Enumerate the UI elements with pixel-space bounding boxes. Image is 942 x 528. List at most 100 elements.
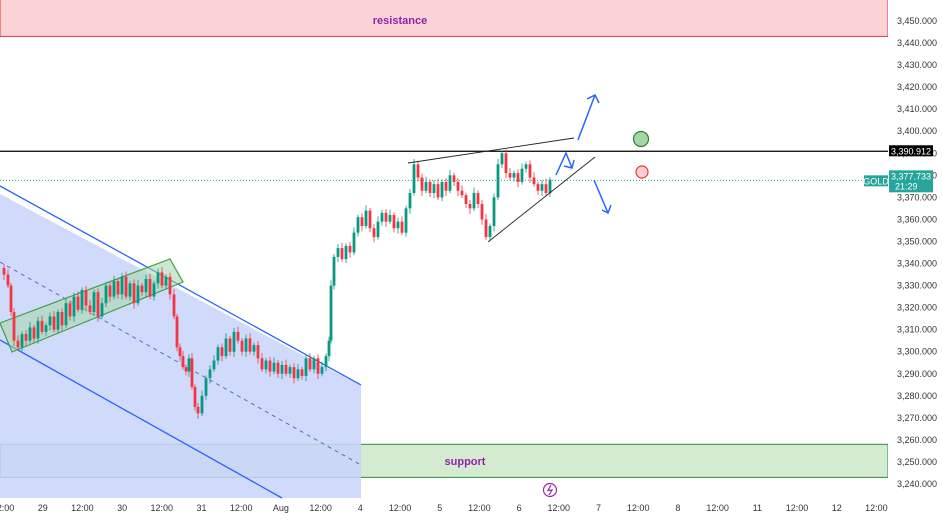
time-tick-label: 12:00	[0, 503, 14, 513]
candle-body	[344, 245, 348, 260]
wedge-lower-line[interactable]	[487, 156, 596, 243]
candle-body	[352, 232, 356, 253]
countdown-text: 21:29	[895, 181, 918, 191]
candle-body	[536, 184, 540, 191]
price-axis[interactable]	[888, 0, 942, 500]
candle-body	[112, 281, 116, 297]
candle-body	[496, 164, 500, 198]
candle-body	[178, 347, 182, 357]
candle-body	[240, 340, 244, 352]
candle-body	[248, 338, 252, 352]
candle-body	[44, 325, 48, 332]
candle-body	[548, 179, 552, 193]
candle-body	[448, 175, 452, 191]
time-axis[interactable]	[0, 500, 942, 523]
candle-body	[172, 294, 176, 317]
candle-body	[512, 173, 516, 178]
channel-upper-line[interactable]	[0, 185, 362, 386]
candle-body	[212, 360, 216, 370]
time-tick-label: 12:00	[230, 503, 253, 513]
candle-body	[272, 362, 276, 372]
time-tick-label: 5	[437, 503, 442, 513]
candle-body	[6, 274, 10, 286]
time-tick-label: 12:00	[309, 503, 332, 513]
resistance-zone[interactable]	[0, 0, 889, 37]
time-tick-label: 7	[596, 503, 601, 513]
candle-body	[136, 285, 140, 304]
candle-body	[92, 292, 96, 313]
candle-body	[120, 276, 124, 295]
candle-body	[276, 362, 280, 374]
candle-body	[132, 283, 136, 304]
candle-body	[324, 356, 328, 368]
scenario-path-down-small	[555, 151, 573, 176]
time-tick-label: 12:00	[548, 503, 571, 513]
lightning-icon[interactable]	[542, 482, 558, 498]
price-tick-label: 3,280.000	[897, 391, 937, 401]
candle-body	[56, 312, 60, 330]
price-tick-label: 3,350.000	[897, 236, 937, 246]
price-tick-label: 3,310.000	[897, 325, 937, 335]
candle-body	[492, 197, 496, 227]
candle-body	[412, 164, 416, 193]
candle-body	[396, 221, 400, 229]
candle-body	[520, 168, 524, 182]
support-label: support	[445, 456, 486, 468]
candle-body	[124, 276, 128, 297]
candle-body	[308, 358, 312, 370]
price-tick-label: 3,420.000	[897, 82, 937, 92]
time-tick-label: 12:00	[151, 503, 174, 513]
candle-body	[332, 256, 336, 286]
candle-body	[540, 184, 544, 191]
candle-body	[181, 356, 185, 368]
candle-body	[228, 338, 232, 352]
candle-body	[175, 316, 179, 348]
price-tick-label: 3,270.000	[897, 413, 937, 423]
time-tick-label: 12:00	[706, 503, 729, 513]
time-tick-label: 12:00	[389, 503, 412, 513]
bearish-target-circle[interactable]	[635, 165, 649, 179]
current-price-badge-text: 3,377.733	[891, 171, 931, 181]
candle-body	[360, 217, 364, 227]
candle-body	[528, 164, 532, 178]
candle-body	[36, 320, 40, 339]
candle-body	[216, 347, 220, 361]
price-tick-label: 3,430.000	[897, 60, 937, 70]
candle-body	[148, 278, 152, 297]
candle-body	[100, 303, 104, 317]
time-tick-label: 30	[117, 503, 127, 513]
price-tick-label: 3,370.000	[897, 192, 937, 202]
candle-body	[88, 305, 92, 313]
scenario-arrow-up	[577, 94, 596, 141]
candle-body	[288, 367, 292, 374]
candle-body	[336, 248, 340, 257]
price-tick-label: 3,340.000	[897, 259, 937, 269]
price-tick-label: 3,240.000	[897, 479, 937, 489]
current-price-badge	[889, 170, 933, 193]
candle-body	[140, 285, 144, 293]
candle-body	[464, 195, 468, 204]
candle-body	[12, 312, 16, 341]
candle-body	[252, 345, 256, 352]
channel-mid-line	[0, 261, 362, 466]
time-tick-label: 29	[38, 503, 48, 513]
candle-body	[16, 340, 20, 348]
candle-body	[200, 395, 204, 414]
channel-lower-line[interactable]	[0, 339, 283, 499]
candle-body	[388, 215, 392, 222]
candle-body	[432, 184, 436, 193]
candle-body	[72, 296, 76, 317]
candle-body	[320, 367, 324, 374]
candle-body	[524, 164, 528, 169]
candle-body	[348, 245, 352, 253]
arrowhead-down-icon	[601, 204, 612, 215]
candle-body	[284, 364, 288, 374]
candle-body	[76, 296, 80, 310]
bullish-target-circle[interactable]	[632, 130, 650, 148]
candle-body	[152, 283, 156, 297]
candle-body	[256, 345, 260, 359]
wedge-upper-line[interactable]	[407, 137, 575, 164]
candle-body	[24, 334, 28, 341]
